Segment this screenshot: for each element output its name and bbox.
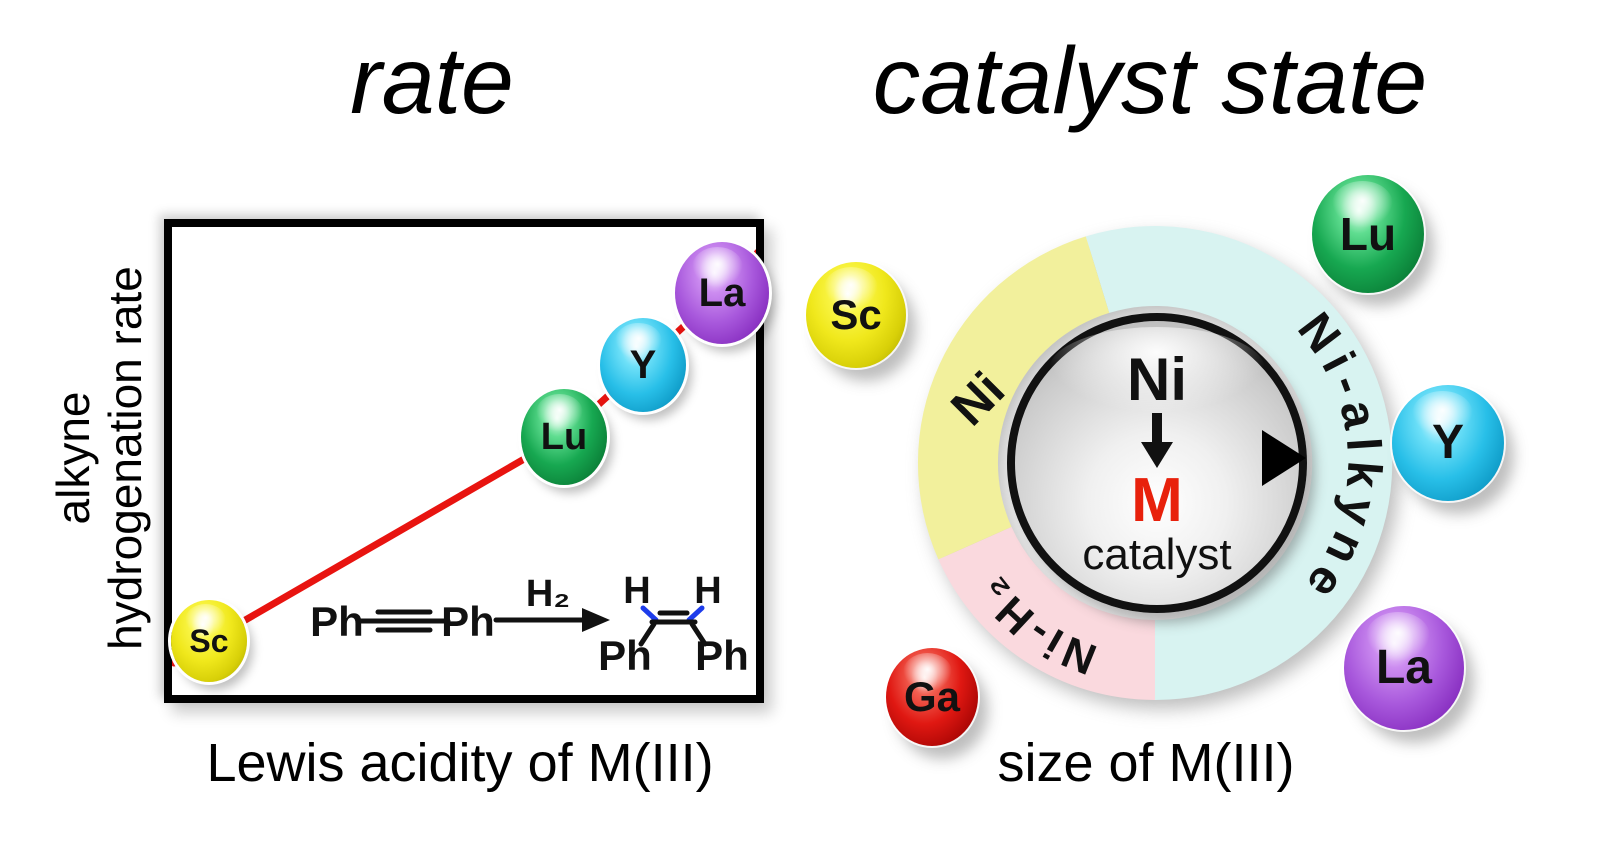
trend-and-reaction-layer: Ph Ph H₂ H H Ph Ph <box>172 249 756 679</box>
product-ph-left: Ph <box>598 632 652 679</box>
data-point-lu: Lu <box>521 389 607 485</box>
x-axis-label-right: size of M(III) <box>997 733 1295 793</box>
product-ch-bond-left <box>640 605 659 623</box>
satellite-ga-label: Ga <box>903 673 961 720</box>
satellite-sc-label: Sc <box>830 291 882 338</box>
reactant-ph-right: Ph <box>441 598 495 645</box>
satellite-sc: Sc <box>806 262 906 368</box>
data-point-y: Y <box>600 318 686 412</box>
x-axis-label-left: Lewis acidity of M(III) <box>206 733 714 793</box>
y-axis-label-line1: alkyne <box>47 391 100 525</box>
down-arrow-icon <box>1141 413 1173 469</box>
h2-arrow-label: H₂ <box>526 573 570 615</box>
catalyst-state-ring <box>917 226 1393 701</box>
catalyst-ball: Ni M catalyst <box>1007 313 1307 613</box>
product-h-left: H <box>623 570 650 612</box>
right-panel-title: catalyst state <box>872 28 1428 134</box>
product-cph-bond-left <box>638 621 657 647</box>
ring-label-ni: Ni <box>940 361 1015 436</box>
product-ph-right: Ph <box>695 632 749 679</box>
reactant-ph-left: Ph <box>310 598 364 645</box>
ring-segment-ni <box>917 236 1110 560</box>
satellite-y: Y <box>1392 385 1504 501</box>
product-cph-bond-right <box>689 621 708 647</box>
catalyst-ball-caption: catalyst <box>1082 529 1232 579</box>
ring-segment-ni-h2 <box>938 526 1155 700</box>
catalyst-ball-ni: Ni <box>1127 346 1187 414</box>
data-point-y-label: Y <box>629 343 657 387</box>
data-point-sc-label: Sc <box>189 623 229 659</box>
data-point-sc: Sc <box>171 600 247 682</box>
data-point-la: La <box>675 242 769 344</box>
satellite-y-label: Y <box>1431 416 1464 469</box>
right-pointer-icon <box>1262 430 1306 486</box>
left-panel-title: rate <box>350 28 514 134</box>
satellite-ga: Ga <box>886 648 978 746</box>
y-axis-label: alkyne hydrogenation rate <box>47 266 152 650</box>
satellite-la-label: La <box>1375 641 1432 694</box>
satellite-lu: Lu <box>1312 175 1424 293</box>
reaction-scheme: Ph Ph H₂ H H Ph Ph <box>310 570 749 679</box>
data-point-la-label: La <box>698 271 746 315</box>
ring-segment-ni-alkyne <box>1085 226 1393 701</box>
catalyst-ball-m: M <box>1131 466 1183 536</box>
product-h-right: H <box>694 570 721 612</box>
product-ch-bond-right <box>686 605 705 623</box>
satellite-la: La <box>1344 606 1464 730</box>
y-axis-label-line2: hydrogenation rate <box>99 266 151 650</box>
satellite-lu-label: Lu <box>1339 208 1397 260</box>
reaction-arrow-head <box>582 608 610 632</box>
data-point-lu-label: Lu <box>540 416 588 458</box>
